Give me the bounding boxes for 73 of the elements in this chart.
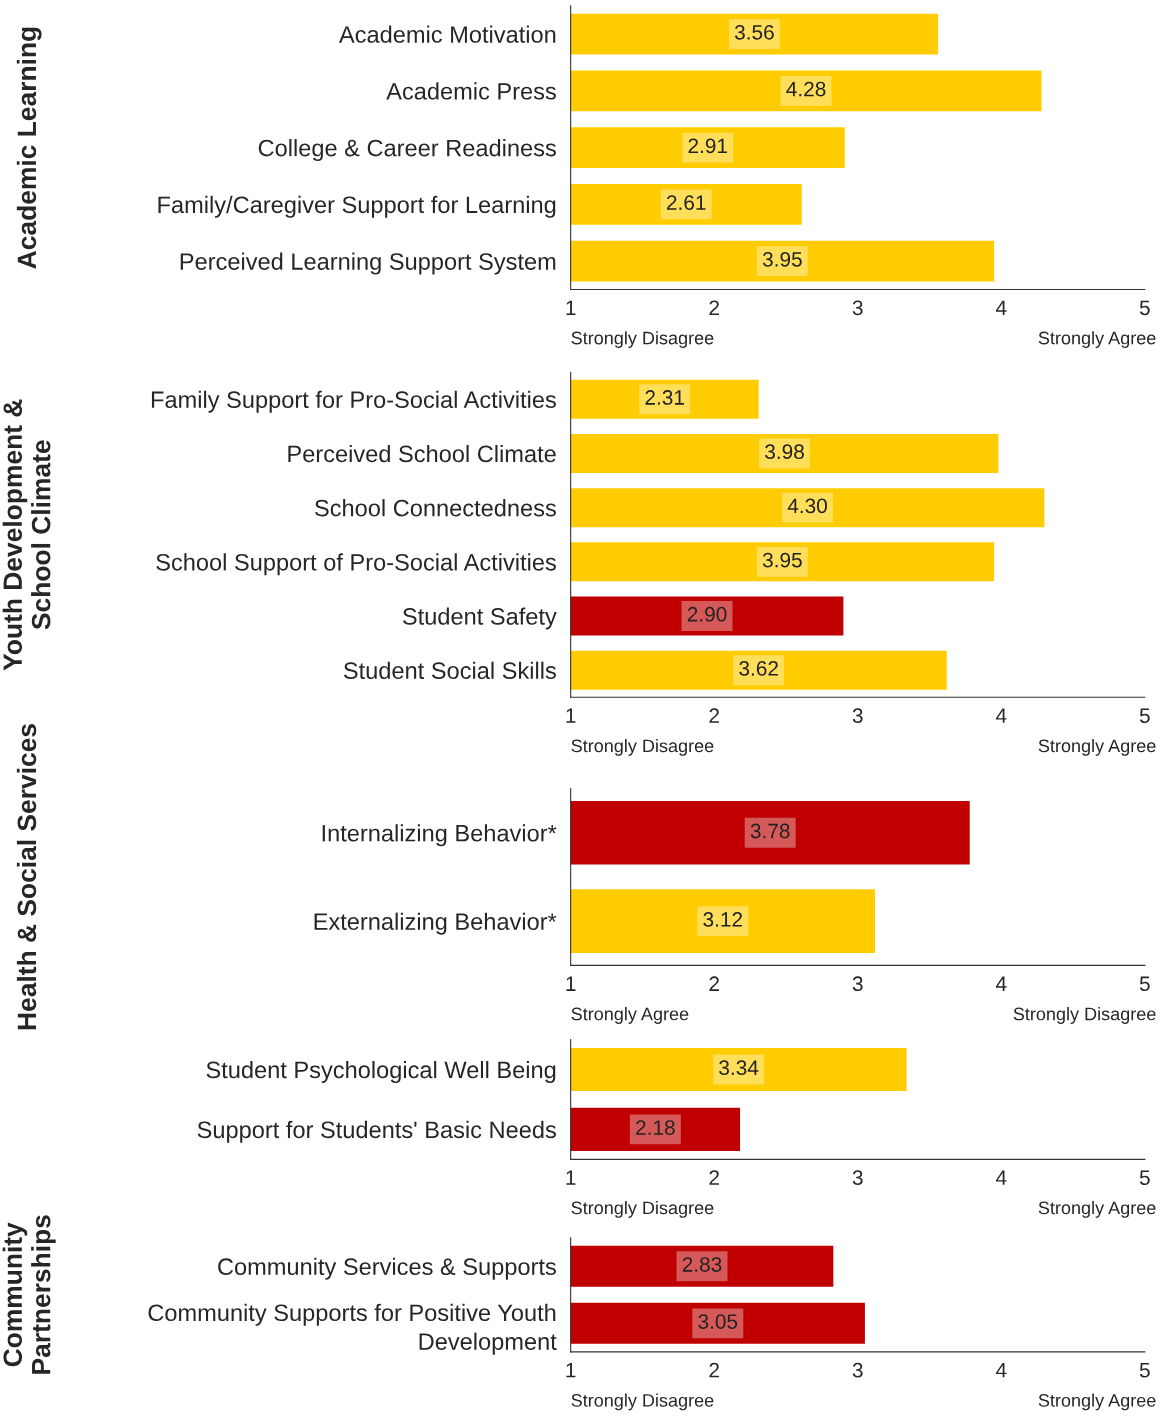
y-tick-label: Student Safety	[402, 607, 557, 630]
data-label: 2.31	[645, 390, 684, 405]
x-tick-label: 2	[709, 708, 719, 723]
data-label: 3.56	[734, 24, 774, 40]
text: Strongly Agree	[1038, 1393, 1156, 1411]
x-tick-label: 2	[709, 1170, 719, 1185]
data-label: 2.61	[666, 195, 706, 210]
data-label: 3.98	[765, 444, 804, 460]
x-tick-label: 3	[852, 976, 863, 992]
x-tick-label: 3	[852, 300, 863, 316]
y-tick-label: Student Psychological Well Being	[206, 1060, 556, 1083]
y-tick-label: Academic Motivation	[338, 25, 556, 43]
data-label: 3.78	[750, 823, 790, 839]
text: Strongly Agree	[1038, 738, 1156, 756]
y-tick-label: Student Social Skills	[343, 661, 556, 680]
y-axis-title: Youth Development & School Climate	[2, 399, 51, 671]
y-tick-label: Support for Students' Basic Needs	[197, 1120, 556, 1143]
y-tick-label: Internalizing Behavior*	[322, 824, 557, 847]
x-tick-label: 4	[995, 300, 1007, 315]
x-tick-label: 1	[566, 1363, 576, 1378]
text: Strongly Agree	[1038, 1201, 1156, 1218]
text: Strongly Disagree	[571, 1393, 714, 1411]
y-tick-label: School Connectedness	[315, 499, 556, 517]
y-axis-title: Community Partnerships	[2, 1215, 56, 1374]
data-label: 2.91	[688, 138, 727, 154]
x-tick-label: 2	[709, 976, 719, 991]
x-tick-label: 4	[995, 1363, 1007, 1378]
y-axis-title: Academic Learning	[16, 27, 42, 269]
x-tick-label: 2	[709, 300, 719, 315]
data-label: 2.90	[687, 606, 727, 622]
text: Strongly Disagree	[1013, 1007, 1156, 1024]
y-tick-label: Externalizing Behavior*	[314, 912, 557, 935]
x-tick-label: 5	[1139, 708, 1150, 724]
x-tick-label: 1	[566, 708, 576, 723]
x-tick-label: 4	[995, 976, 1007, 991]
data-label: 2.83	[682, 1257, 722, 1272]
x-tick-label: 1	[566, 1170, 576, 1185]
x-tick-label: 5	[1139, 1170, 1150, 1186]
data-label: 3.12	[703, 912, 743, 927]
x-tick-label: 4	[995, 1170, 1007, 1185]
text: Strongly Agree	[571, 1007, 689, 1024]
data-label: 4.28	[786, 81, 826, 97]
y-tick-label: College & Career Readiness	[258, 139, 556, 162]
x-tick-label: 4	[995, 708, 1007, 723]
text: Strongly Disagree	[571, 1201, 714, 1218]
y-tick-label: Perceived Learning Support System	[180, 252, 556, 275]
x-tick-label: 1	[566, 300, 576, 315]
x-tick-label: 3	[852, 708, 863, 724]
x-tick-label: 3	[852, 1170, 863, 1186]
data-label: 3.34	[719, 1060, 759, 1076]
data-label: 3.95	[762, 552, 802, 568]
x-tick-label: 3	[852, 1362, 863, 1378]
y-axis-title: Health & Social Services	[16, 724, 37, 1030]
data-label: 3.62	[739, 661, 778, 676]
y-tick-label: Perceived School Climate	[288, 444, 556, 463]
data-label: 2.18	[636, 1120, 675, 1135]
x-tick-label: 1	[566, 976, 576, 991]
y-tick-label: Community Services & Supports	[218, 1257, 556, 1280]
x-tick-label: 5	[1139, 300, 1150, 316]
data-label: 3.05	[698, 1314, 738, 1329]
x-tick-label: 2	[709, 1362, 719, 1378]
text: Strongly Disagree	[571, 331, 714, 348]
text: Strongly Disagree	[571, 738, 714, 756]
y-tick-label: Family/Caregiver Support for Learning	[158, 195, 556, 218]
x-tick-label: 5	[1139, 1363, 1150, 1378]
y-tick-label: Family Support for Pro-Social Activities	[151, 390, 556, 413]
y-tick-label: Academic Press	[386, 82, 556, 100]
x-tick-label: 5	[1139, 976, 1150, 992]
y-tick-label: School Support of Pro-Social Activities	[156, 553, 556, 576]
y-tick-label: Community Supports for Positive Youth Development	[148, 1303, 557, 1355]
data-label: 4.30	[787, 498, 827, 514]
text: Strongly Agree	[1038, 331, 1156, 348]
data-label: 3.95	[762, 251, 802, 267]
